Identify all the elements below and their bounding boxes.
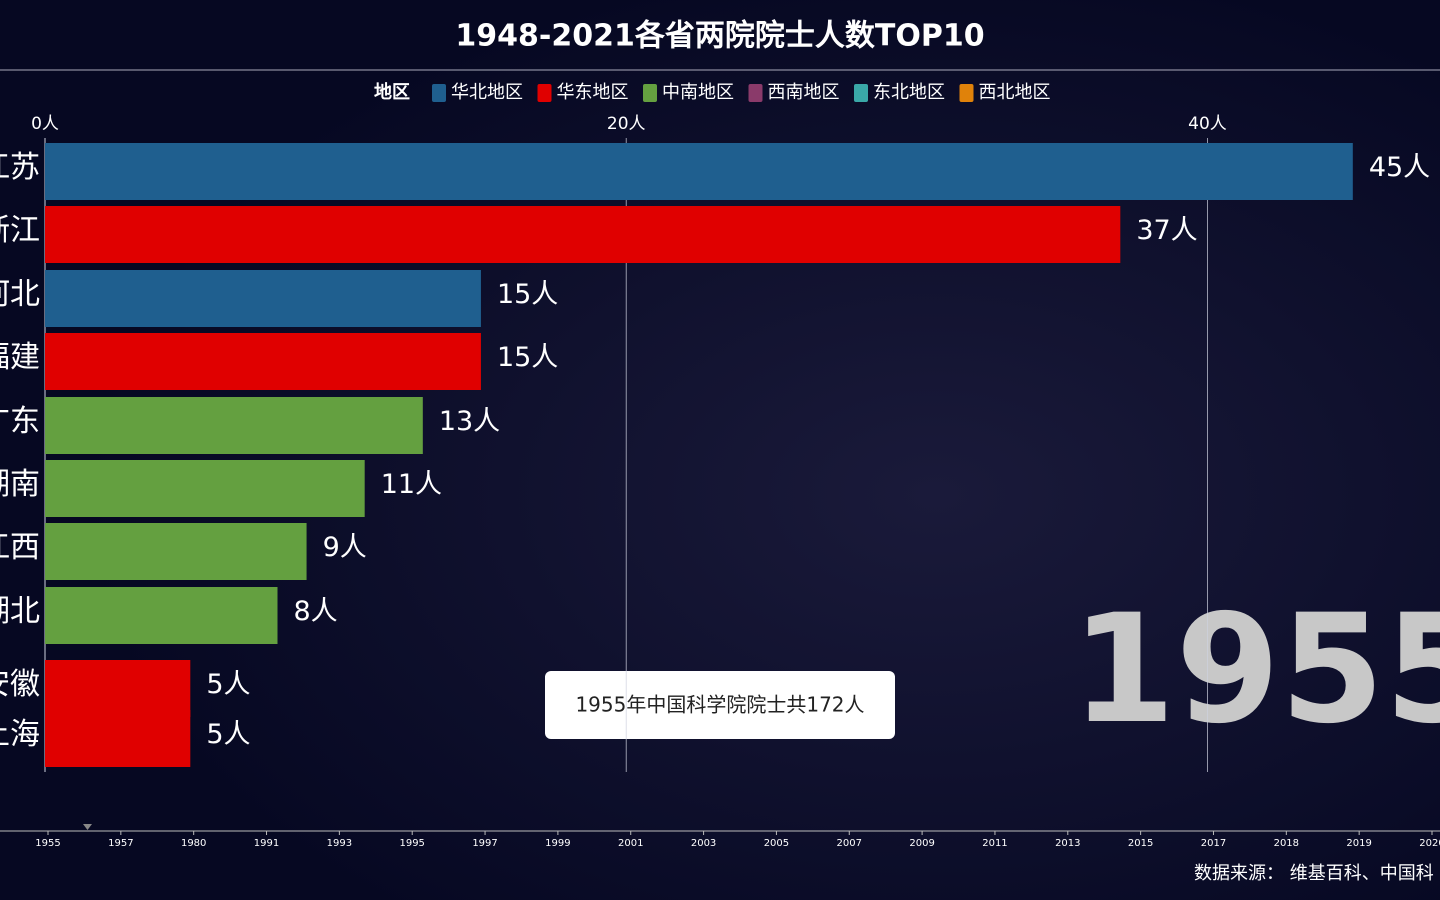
legend-swatch: [959, 84, 974, 102]
category-label: 浙江: [0, 213, 40, 248]
timeline-label: 2020: [1419, 838, 1440, 849]
timeline-label: 2005: [764, 838, 789, 849]
annotation: 1955年中国科学院院士共172人: [575, 693, 864, 717]
legend: 地区 华北地区 华东地区 中南地区 西南地区 东北地区 西北地区: [374, 81, 1051, 103]
timeline-label: 1993: [327, 838, 352, 849]
timeline-label: 1995: [399, 838, 424, 849]
bar-value-label: 11人: [381, 469, 442, 500]
timeline-label: 2018: [1274, 838, 1299, 849]
legend-label: 华北地区: [451, 82, 523, 103]
legend-swatch: [643, 84, 657, 102]
category-label: 江西: [0, 530, 40, 565]
bar-value-label: 45人: [1369, 152, 1430, 183]
legend-label: 华东地区: [557, 82, 629, 103]
category-label: 上海: [0, 717, 40, 752]
bar-value-label: 37人: [1136, 215, 1197, 246]
bar: [45, 270, 481, 327]
legend-label: 西北地区: [979, 82, 1051, 103]
timeline-label: 2009: [909, 838, 934, 849]
timeline-label: 1955: [35, 838, 60, 849]
category-label: 湖北: [0, 594, 40, 629]
legend-label: 中南地区: [662, 82, 734, 103]
bar: [45, 397, 423, 454]
legend-swatch: [854, 84, 868, 102]
timeline-label: 2013: [1055, 838, 1080, 849]
timeline-label: 1957: [108, 838, 133, 849]
bar-value-label: 5人: [206, 719, 250, 750]
bar: [45, 460, 365, 517]
legend-title: 地区: [374, 81, 410, 103]
bar-value-label: 5人: [206, 669, 250, 700]
timeline-label: 2003: [691, 838, 716, 849]
timeline-handle: [83, 824, 92, 830]
legend-swatch: [537, 84, 552, 102]
x-tick-label: 20人: [607, 114, 646, 134]
legend-label: 西南地区: [768, 82, 840, 103]
timeline-label: 2011: [982, 838, 1007, 849]
bar-value-label: 15人: [497, 279, 558, 310]
year-label: 1955: [1071, 583, 1440, 757]
category-label: 福建: [0, 340, 40, 375]
legend-label: 东北地区: [873, 82, 945, 103]
bar: [45, 587, 278, 644]
category-label: 河北: [0, 277, 40, 312]
bar: [45, 523, 307, 580]
bar: [45, 660, 191, 717]
bar-value-label: 13人: [439, 406, 500, 437]
timeline-label: 1997: [472, 838, 497, 849]
legend-swatch: [432, 84, 446, 102]
legend-swatch: [748, 84, 763, 102]
category-label: 安徽: [0, 667, 40, 702]
chart-title: 1948-2021各省两院院士人数TOP10: [455, 19, 984, 54]
timeline-label: 2007: [837, 838, 862, 849]
x-tick-label: 40人: [1188, 114, 1227, 134]
bar-value-label: 15人: [497, 342, 558, 373]
category-label: 江苏: [0, 150, 40, 185]
bar-value-label: 9人: [323, 532, 367, 563]
bar: [45, 143, 1353, 200]
timeline-label: 2017: [1201, 838, 1226, 849]
source: 数据来源： 维基百科、中国科: [1194, 863, 1434, 884]
category-label: 湖南: [0, 467, 40, 502]
timeline-label: 1999: [545, 838, 570, 849]
timeline-label: 2015: [1128, 838, 1153, 849]
bar-value-label: 8人: [294, 596, 338, 627]
timeline-label: 1980: [181, 838, 206, 849]
x-tick-label: 0人: [31, 114, 59, 134]
bar: [45, 206, 1121, 263]
category-label: 广东: [0, 404, 40, 439]
annotation-box: [545, 671, 895, 739]
timeline-label: 2001: [618, 838, 643, 849]
bar: [45, 333, 481, 390]
timeline-label: 1991: [254, 838, 279, 849]
timeline-label: 2019: [1346, 838, 1371, 849]
bar: [45, 710, 191, 767]
